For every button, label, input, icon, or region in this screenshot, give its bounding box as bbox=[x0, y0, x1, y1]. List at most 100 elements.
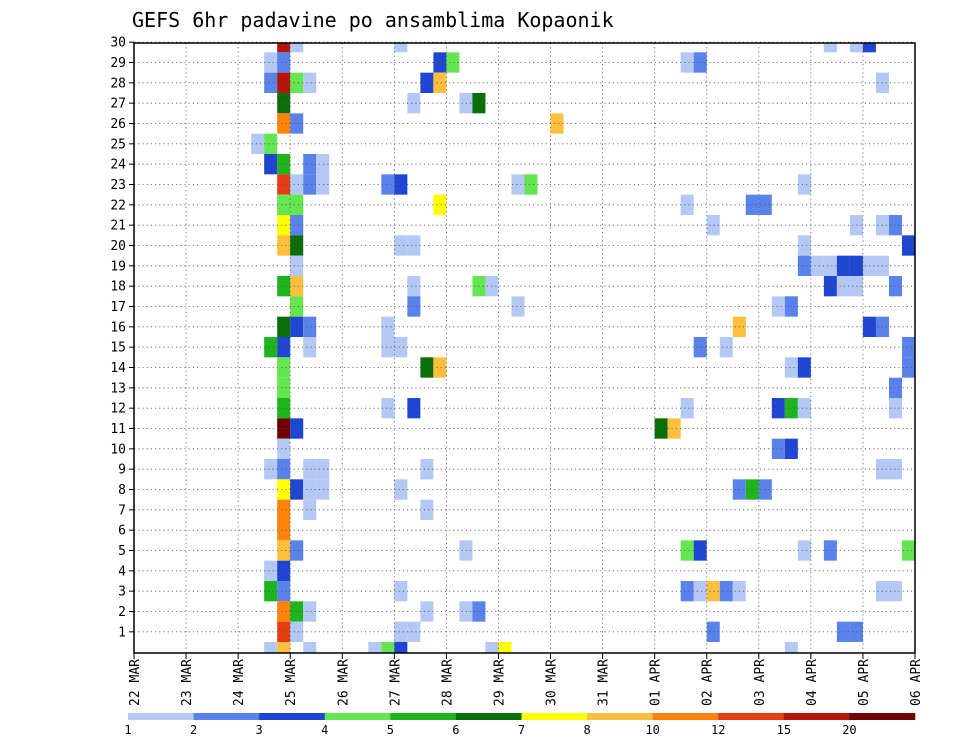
precip-cell bbox=[264, 560, 278, 581]
precip-cell bbox=[303, 72, 317, 93]
precip-cell bbox=[290, 316, 304, 337]
colorbar-label: 1 bbox=[124, 723, 131, 737]
y-tick-label: 7 bbox=[118, 503, 126, 518]
precip-cell bbox=[680, 581, 694, 602]
precip-cell bbox=[797, 357, 811, 378]
precip-cell bbox=[433, 194, 447, 215]
precip-cell bbox=[316, 154, 330, 175]
precip-cell bbox=[901, 235, 915, 256]
y-tick-label: 5 bbox=[118, 544, 126, 559]
precip-cell bbox=[797, 235, 811, 256]
precip-cell bbox=[290, 215, 304, 236]
precip-cell bbox=[771, 398, 785, 419]
precip-cell bbox=[394, 337, 408, 358]
precip-cell bbox=[290, 113, 304, 134]
precip-cell bbox=[316, 479, 330, 500]
precip-cell bbox=[758, 194, 772, 215]
precip-cell bbox=[680, 52, 694, 73]
precip-cell bbox=[784, 357, 798, 378]
precip-cell bbox=[771, 438, 785, 459]
y-tick-label: 27 bbox=[110, 97, 126, 112]
precip-cell bbox=[862, 43, 876, 53]
chart-title: GEFS 6hr padavine po ansamblima Kopaonik bbox=[132, 8, 614, 32]
precip-cell bbox=[303, 154, 317, 175]
precip-cell bbox=[277, 499, 291, 520]
precip-cell bbox=[290, 621, 304, 642]
colorbar-segment bbox=[259, 713, 326, 720]
precip-cell bbox=[277, 540, 291, 561]
precip-cell bbox=[407, 398, 421, 419]
x-tick-label: 06 APR bbox=[909, 659, 924, 706]
precip-cell bbox=[290, 601, 304, 622]
precip-cell bbox=[316, 174, 330, 195]
x-tick-label: 03 APR bbox=[753, 659, 768, 706]
precip-cell bbox=[394, 621, 408, 642]
precip-cell bbox=[836, 276, 850, 297]
precip-cell bbox=[381, 316, 395, 337]
y-tick-label: 9 bbox=[118, 463, 126, 478]
colorbar-label: 5 bbox=[387, 723, 394, 737]
precip-cell bbox=[303, 316, 317, 337]
precip-cell bbox=[277, 72, 291, 93]
precip-cell bbox=[290, 296, 304, 317]
colorbar: 1 2 3 4 5 6 7 8 10 12 15 20 bbox=[124, 713, 916, 737]
precip-cell bbox=[823, 276, 837, 297]
grid-lines bbox=[134, 41, 915, 653]
precip-cell bbox=[303, 601, 317, 622]
precip-cell bbox=[290, 72, 304, 93]
y-tick-label: 13 bbox=[110, 381, 126, 396]
precip-cell bbox=[693, 540, 707, 561]
y-tick-label: 21 bbox=[110, 219, 126, 234]
x-tick-label: 27 MAR bbox=[388, 659, 403, 706]
precip-cell bbox=[290, 43, 304, 53]
precip-cell bbox=[277, 43, 291, 53]
colorbar-label: 8 bbox=[583, 723, 590, 737]
x-tick-label: 04 APR bbox=[805, 659, 820, 706]
colorbar-segment bbox=[128, 713, 194, 720]
y-tick-label: 26 bbox=[110, 117, 126, 132]
precip-cell bbox=[264, 459, 278, 480]
precip-cell bbox=[433, 72, 447, 93]
precip-cell bbox=[264, 154, 278, 175]
y-tick-label: 1 bbox=[118, 625, 126, 640]
precip-cell bbox=[784, 438, 798, 459]
x-tick-label: 24 MAR bbox=[232, 659, 247, 706]
precip-cell bbox=[693, 581, 707, 602]
precip-cell bbox=[420, 601, 434, 622]
precip-cell bbox=[498, 642, 512, 653]
precip-cell bbox=[290, 235, 304, 256]
precip-cell bbox=[290, 174, 304, 195]
precip-cell bbox=[381, 398, 395, 419]
colorbar-segment bbox=[849, 713, 916, 720]
colorbar-label: 10 bbox=[645, 723, 659, 737]
precip-cell bbox=[407, 93, 421, 114]
precip-cell bbox=[446, 52, 460, 73]
precip-cell bbox=[290, 479, 304, 500]
precip-cell bbox=[888, 398, 902, 419]
precip-cell bbox=[303, 499, 317, 520]
precip-cell bbox=[901, 540, 915, 561]
precip-cell bbox=[277, 642, 291, 653]
x-tick-label: 31 MAR bbox=[597, 659, 612, 706]
precip-cell bbox=[693, 337, 707, 358]
precip-cell bbox=[836, 621, 850, 642]
precip-cell bbox=[303, 337, 317, 358]
precip-cell bbox=[823, 43, 837, 53]
precip-cell bbox=[823, 540, 837, 561]
precip-cell bbox=[277, 113, 291, 134]
precip-cell bbox=[277, 560, 291, 581]
precip-cell bbox=[784, 398, 798, 419]
precip-cell bbox=[667, 418, 681, 439]
y-tick-label: 25 bbox=[110, 137, 126, 152]
precip-cell bbox=[680, 540, 694, 561]
colorbar-label: 15 bbox=[777, 723, 791, 737]
precip-cell bbox=[888, 581, 902, 602]
precip-cell bbox=[394, 642, 408, 653]
precip-cell bbox=[277, 174, 291, 195]
x-tick-label: 22 MAR bbox=[128, 659, 143, 706]
y-tick-label: 23 bbox=[110, 178, 126, 193]
precip-cell bbox=[303, 479, 317, 500]
colorbar-label: 3 bbox=[256, 723, 263, 737]
precip-cell bbox=[771, 296, 785, 317]
precip-cell bbox=[797, 398, 811, 419]
